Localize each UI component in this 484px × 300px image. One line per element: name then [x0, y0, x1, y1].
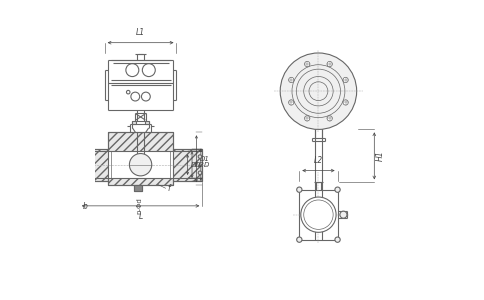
- Circle shape: [343, 77, 348, 83]
- Circle shape: [340, 211, 347, 218]
- Text: H1: H1: [376, 151, 385, 161]
- Text: f: f: [167, 184, 170, 193]
- Circle shape: [198, 171, 202, 175]
- Text: DN: DN: [191, 162, 201, 168]
- Circle shape: [280, 53, 357, 129]
- Text: L2: L2: [314, 156, 323, 165]
- Text: b: b: [82, 202, 87, 211]
- Circle shape: [304, 116, 310, 121]
- Circle shape: [301, 197, 336, 232]
- Text: D: D: [204, 162, 209, 168]
- Bar: [132, 121, 136, 124]
- Text: D1: D1: [199, 156, 209, 162]
- Text: L1: L1: [136, 28, 145, 37]
- Bar: [173, 148, 202, 181]
- Bar: [145, 121, 149, 124]
- Circle shape: [343, 100, 348, 105]
- Bar: [79, 148, 108, 181]
- Circle shape: [335, 187, 340, 192]
- Bar: [134, 185, 142, 191]
- Circle shape: [129, 154, 152, 176]
- Circle shape: [198, 155, 202, 158]
- Circle shape: [79, 155, 83, 158]
- Bar: [108, 178, 173, 185]
- Circle shape: [297, 237, 302, 242]
- Circle shape: [297, 187, 302, 192]
- Circle shape: [304, 61, 310, 67]
- Text: n-Φd: n-Φd: [136, 197, 142, 214]
- Text: L: L: [138, 212, 143, 221]
- Circle shape: [327, 61, 333, 67]
- Bar: [108, 132, 173, 152]
- Text: D2: D2: [195, 162, 205, 168]
- Circle shape: [288, 100, 294, 105]
- Circle shape: [335, 237, 340, 242]
- Circle shape: [288, 77, 294, 83]
- Circle shape: [327, 116, 333, 121]
- Circle shape: [79, 171, 83, 175]
